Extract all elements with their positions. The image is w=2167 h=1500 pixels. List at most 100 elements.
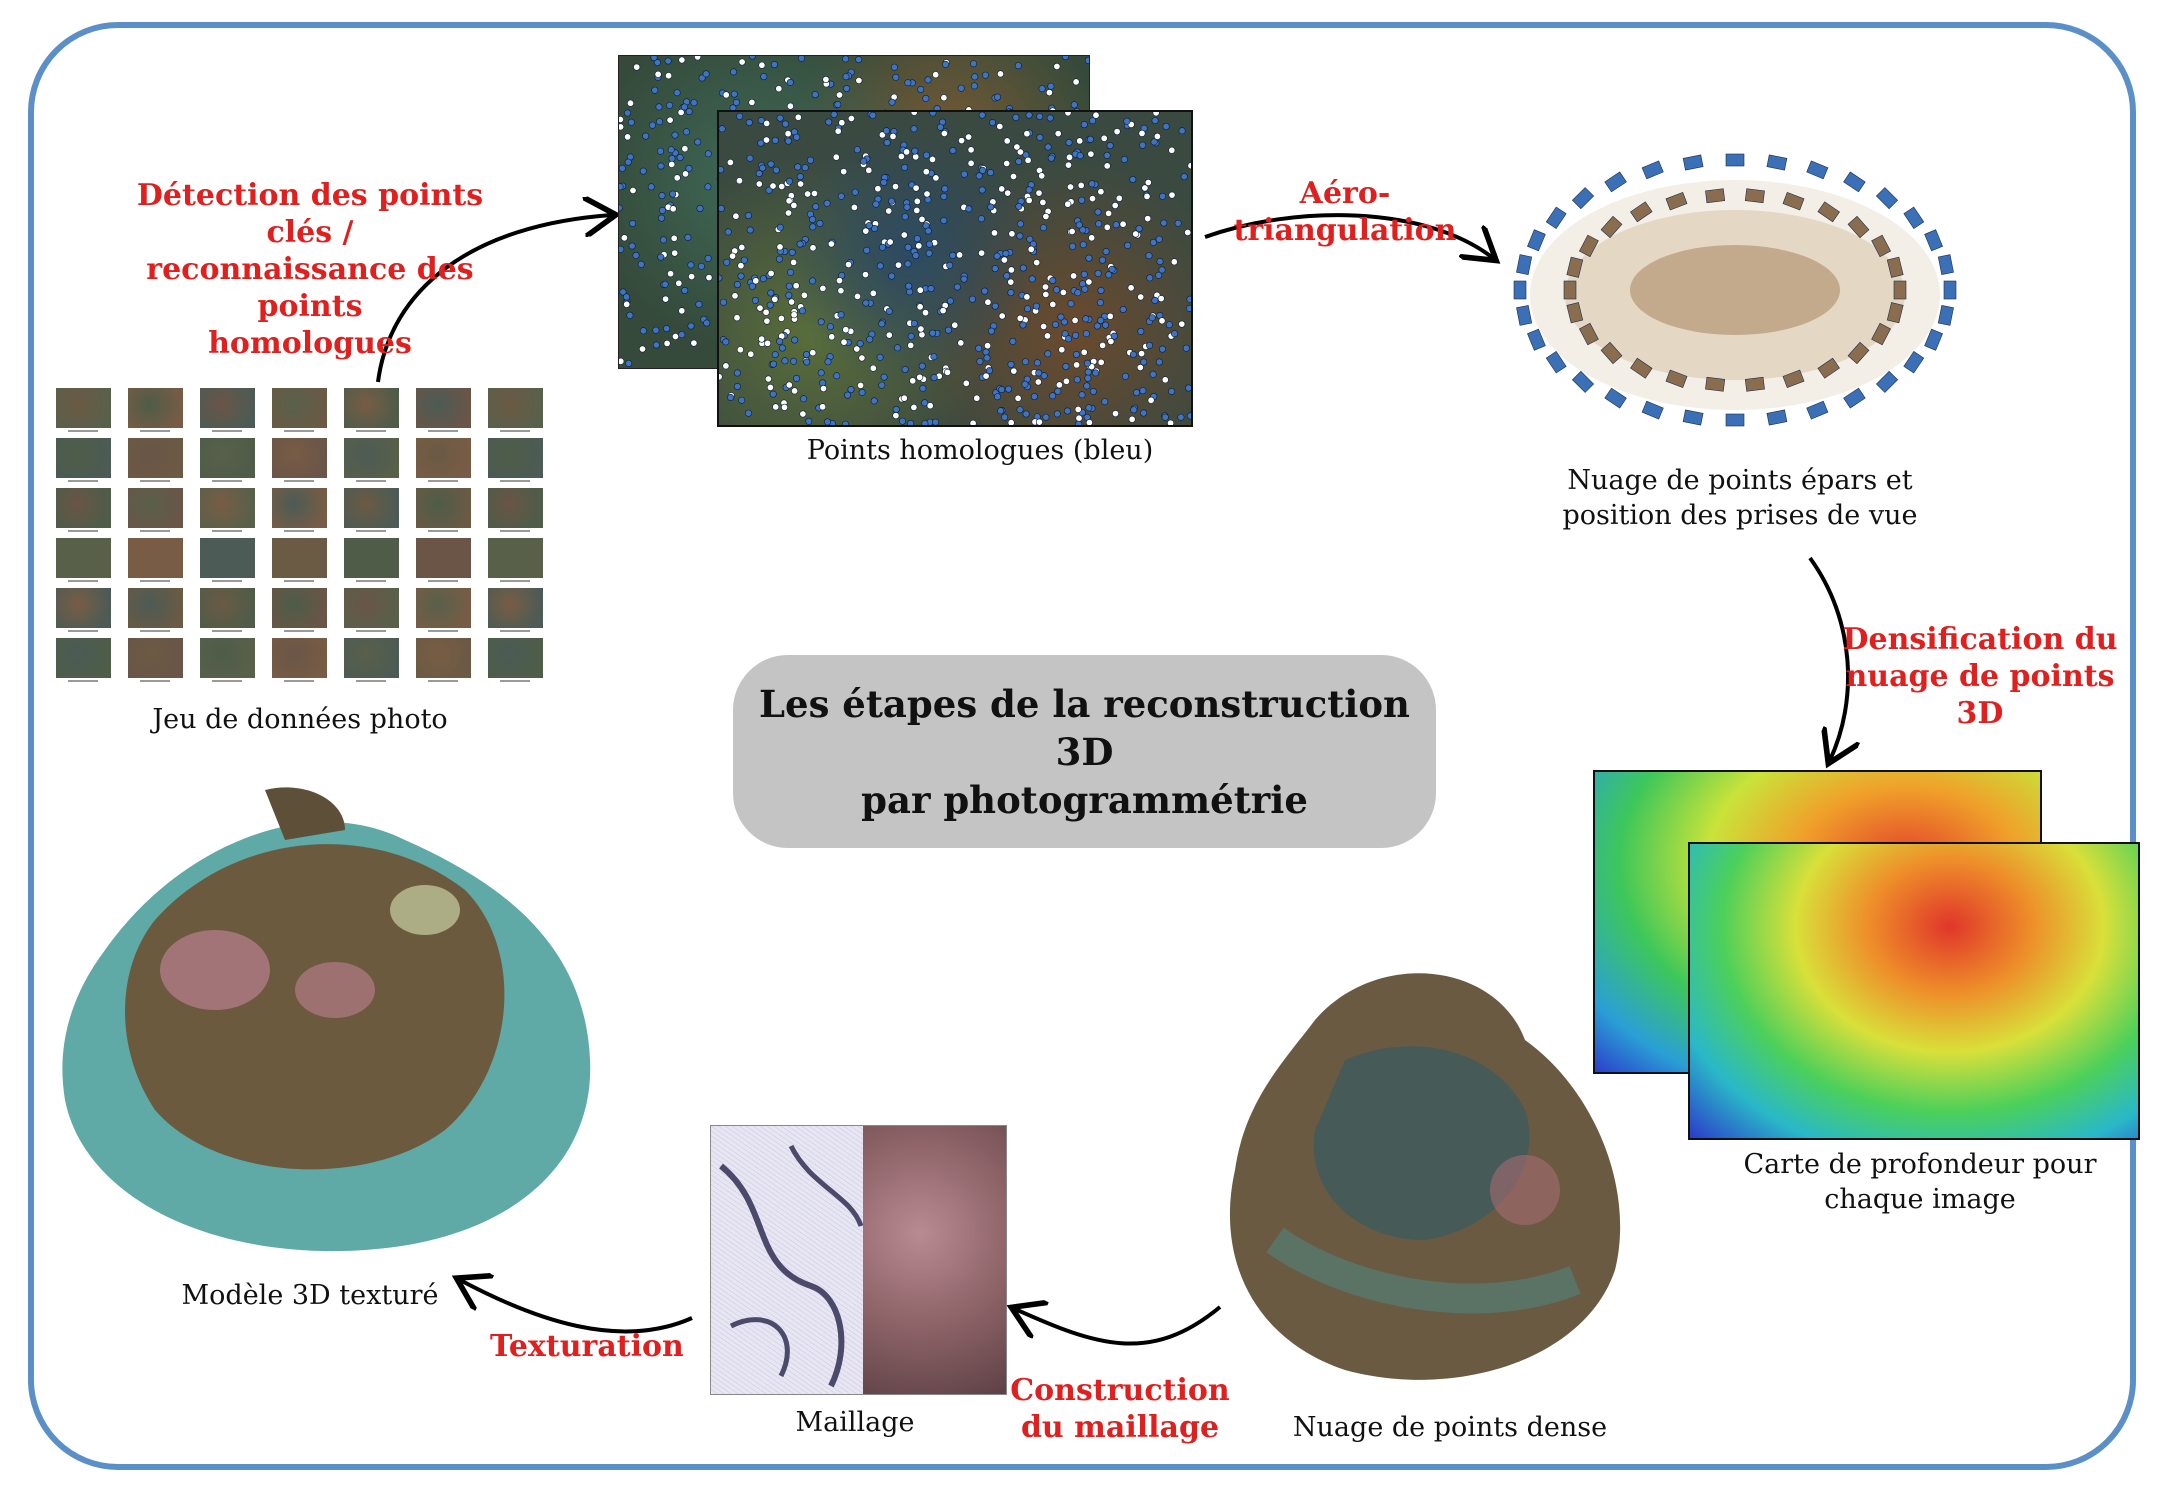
keypoint-dot (853, 146, 861, 154)
keypoint-dot (906, 288, 914, 296)
keypoint-dot (918, 215, 926, 223)
step-aero-triangulation: Aéro-triangulation (1233, 176, 1457, 248)
keypoint-dot (913, 235, 921, 243)
keypoint-dot (1085, 278, 1093, 286)
keypoint-dot (940, 193, 948, 201)
camera-position-icon (1871, 234, 1892, 258)
keypoint-dot (1064, 161, 1072, 169)
photo-thumbnail (128, 488, 183, 528)
camera-position-icon (1571, 370, 1595, 393)
keypoint-dot (1012, 113, 1020, 121)
keypoint-dot (949, 146, 957, 154)
keypoint-dot (811, 91, 819, 99)
keypoint-dot (907, 419, 915, 425)
keypoint-dot (1003, 159, 1011, 167)
camera-position-icon (1641, 160, 1664, 180)
keypoint-dot (991, 265, 999, 273)
photo-thumbnail (416, 388, 471, 428)
keypoint-dot (977, 215, 985, 223)
keypoint-dot (800, 395, 808, 403)
keypoint-dot (668, 160, 676, 168)
keypoint-dot (670, 234, 678, 242)
photo-thumbnail (488, 588, 543, 628)
keypoint-dot (1060, 318, 1068, 326)
photo-filename-mark (428, 630, 458, 638)
keypoint-dot (797, 180, 805, 188)
photo-thumbnail (344, 588, 399, 628)
photo-filename-mark (284, 530, 314, 538)
keypoint-dot (775, 85, 783, 93)
keypoint-dot (733, 369, 741, 377)
photo-filename-mark (428, 680, 458, 688)
step-detection: Détection des points clés / reconnaissan… (110, 177, 510, 362)
keypoint-dot (1095, 220, 1103, 228)
diagram-frame (28, 22, 2136, 1470)
keypoint-dot (888, 197, 896, 205)
arrow-densification (1808, 556, 1848, 760)
keypoint-dot (1076, 137, 1084, 145)
photo-dataset-grid (56, 388, 550, 682)
keypoint-dot (663, 325, 671, 333)
keypoint-dot (655, 118, 663, 126)
keypoint-dot (975, 344, 983, 352)
keypoint-dot (897, 152, 905, 160)
keypoint-dot (967, 159, 975, 167)
keypoint-dot (688, 273, 696, 281)
step-densification-line2: nuage de points 3D (1845, 659, 2115, 731)
keypoint-dot (732, 212, 740, 220)
camera-position-icon (1843, 387, 1866, 409)
keypoint-dot (1034, 378, 1042, 386)
keypoint-dot (737, 272, 745, 280)
keypoint-dot (1100, 134, 1108, 142)
keypoint-dot (678, 331, 686, 339)
keypoint-dot (1132, 230, 1140, 238)
camera-position-icon (1871, 322, 1892, 346)
step-maillage: Construction du maillage (1010, 1372, 1230, 1446)
keypoint-dot (664, 57, 672, 65)
keypoint-dot (993, 393, 1001, 401)
keypoint-dot (825, 118, 833, 126)
keypoint-dot (869, 364, 877, 372)
keypoint-dot (970, 82, 978, 90)
keypoint-dot (900, 231, 908, 239)
keypoint-dot (704, 150, 712, 158)
photo-filename-mark (140, 430, 170, 438)
keypoint-dot (987, 327, 995, 335)
photo-thumbnail (488, 438, 543, 478)
keypoint-dot (788, 298, 796, 306)
camera-position-icon (1630, 201, 1653, 223)
keypoint-dot (788, 248, 796, 256)
keypoint-dot (1120, 155, 1128, 163)
camera-position-icon (1516, 305, 1533, 326)
keypoint-dot (1111, 410, 1119, 418)
camera-position-icon (1604, 171, 1627, 193)
keypoint-dot (619, 183, 624, 191)
keypoint-dot (1036, 112, 1044, 121)
keypoint-dot (619, 164, 626, 172)
camera-position-icon (1782, 192, 1805, 211)
caption-dense: Nuage de points dense (1292, 1412, 1608, 1443)
keypoint-dot (905, 282, 913, 290)
keypoint-dot (888, 98, 896, 106)
keypoint-dot (1024, 156, 1032, 164)
mesh-image (710, 1125, 1007, 1395)
keypoint-dot (1071, 316, 1079, 324)
keypoint-dot (951, 321, 959, 329)
keypoint-dot (719, 125, 726, 133)
camera-position-icon (1766, 409, 1788, 426)
keypoint-dot (790, 258, 798, 266)
keypoint-dot (1092, 369, 1100, 377)
keypoint-dot (981, 287, 989, 295)
keypoint-dot (1101, 398, 1109, 406)
keypoint-dot (671, 249, 679, 257)
camera-position-icon (1847, 341, 1870, 365)
keypoint-dot (836, 277, 844, 285)
keypoint-dot (1081, 285, 1089, 293)
keypoint-dot (1058, 346, 1066, 354)
photo-thumbnail (56, 438, 111, 478)
keypoint-dot (735, 177, 743, 185)
keypoint-dot (1150, 138, 1158, 146)
keypoint-dot (809, 244, 817, 252)
keypoint-dot (1074, 289, 1082, 297)
keypoint-dot (776, 114, 784, 122)
